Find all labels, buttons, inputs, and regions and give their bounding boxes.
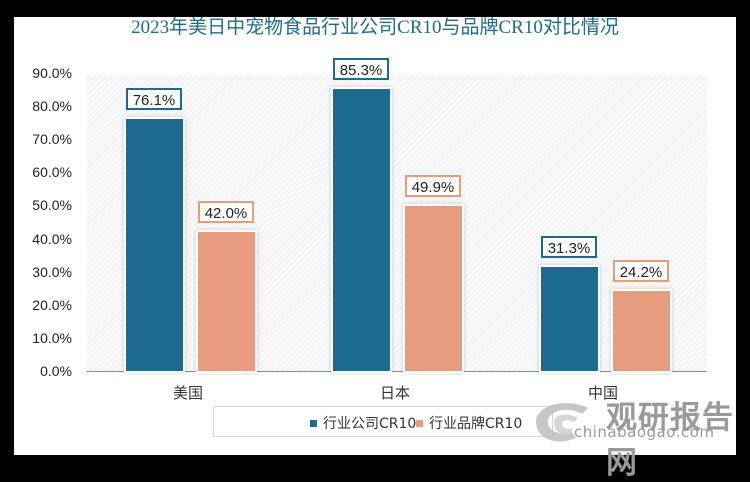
y-tick-label: 90.0%: [32, 65, 72, 81]
y-tick-label: 80.0%: [32, 98, 72, 115]
x-axis-line: [87, 371, 707, 372]
y-tick-label: 60.0%: [32, 164, 72, 181]
data-label: 31.3%: [541, 236, 597, 259]
y-tick-label: 10.0%: [32, 329, 72, 346]
data-label: 49.9%: [405, 174, 461, 197]
legend-item-company-cr10: 行业公司CR10: [310, 413, 416, 433]
data-label: 76.1%: [126, 88, 182, 111]
watermark-logo-icon: [536, 403, 588, 442]
plot-area: [87, 75, 707, 371]
bar-brand-cr10: [612, 290, 670, 371]
legend: 行业公司CR10 行业品牌CR10: [213, 406, 553, 437]
y-tick-label: 50.0%: [32, 197, 72, 214]
x-category-label: 日本: [380, 384, 411, 402]
y-tick-label: 20.0%: [32, 296, 72, 313]
legend-swatch-blue: [310, 419, 317, 427]
watermark-en: chinabaogao.com: [574, 423, 715, 441]
bar-company-cr10: [125, 119, 183, 371]
x-category-label: 美国: [173, 384, 204, 402]
legend-item-brand-cr10: 行业品牌CR10: [416, 413, 522, 433]
data-label: 24.2%: [613, 259, 669, 282]
bar-company-cr10: [332, 88, 390, 371]
bar-brand-cr10: [197, 231, 255, 371]
y-tick-label: 0.0%: [40, 363, 72, 379]
data-label: 42.0%: [198, 200, 254, 223]
y-tick-label: 40.0%: [32, 230, 72, 247]
data-label: 85.3%: [333, 57, 389, 80]
bar-brand-cr10: [404, 205, 462, 371]
chart-title: 2023年美日中宠物食品行业公司CR10与品牌CR10对比情况: [131, 17, 619, 38]
legend-swatch-peach: [416, 419, 423, 427]
legend-label: 行业公司CR10: [323, 416, 417, 432]
x-category-label: 中国: [588, 384, 619, 402]
y-tick-label: 70.0%: [32, 131, 72, 148]
bar-company-cr10: [540, 267, 598, 371]
legend-label: 行业品牌CR10: [429, 416, 523, 432]
y-tick-label: 30.0%: [32, 263, 72, 280]
